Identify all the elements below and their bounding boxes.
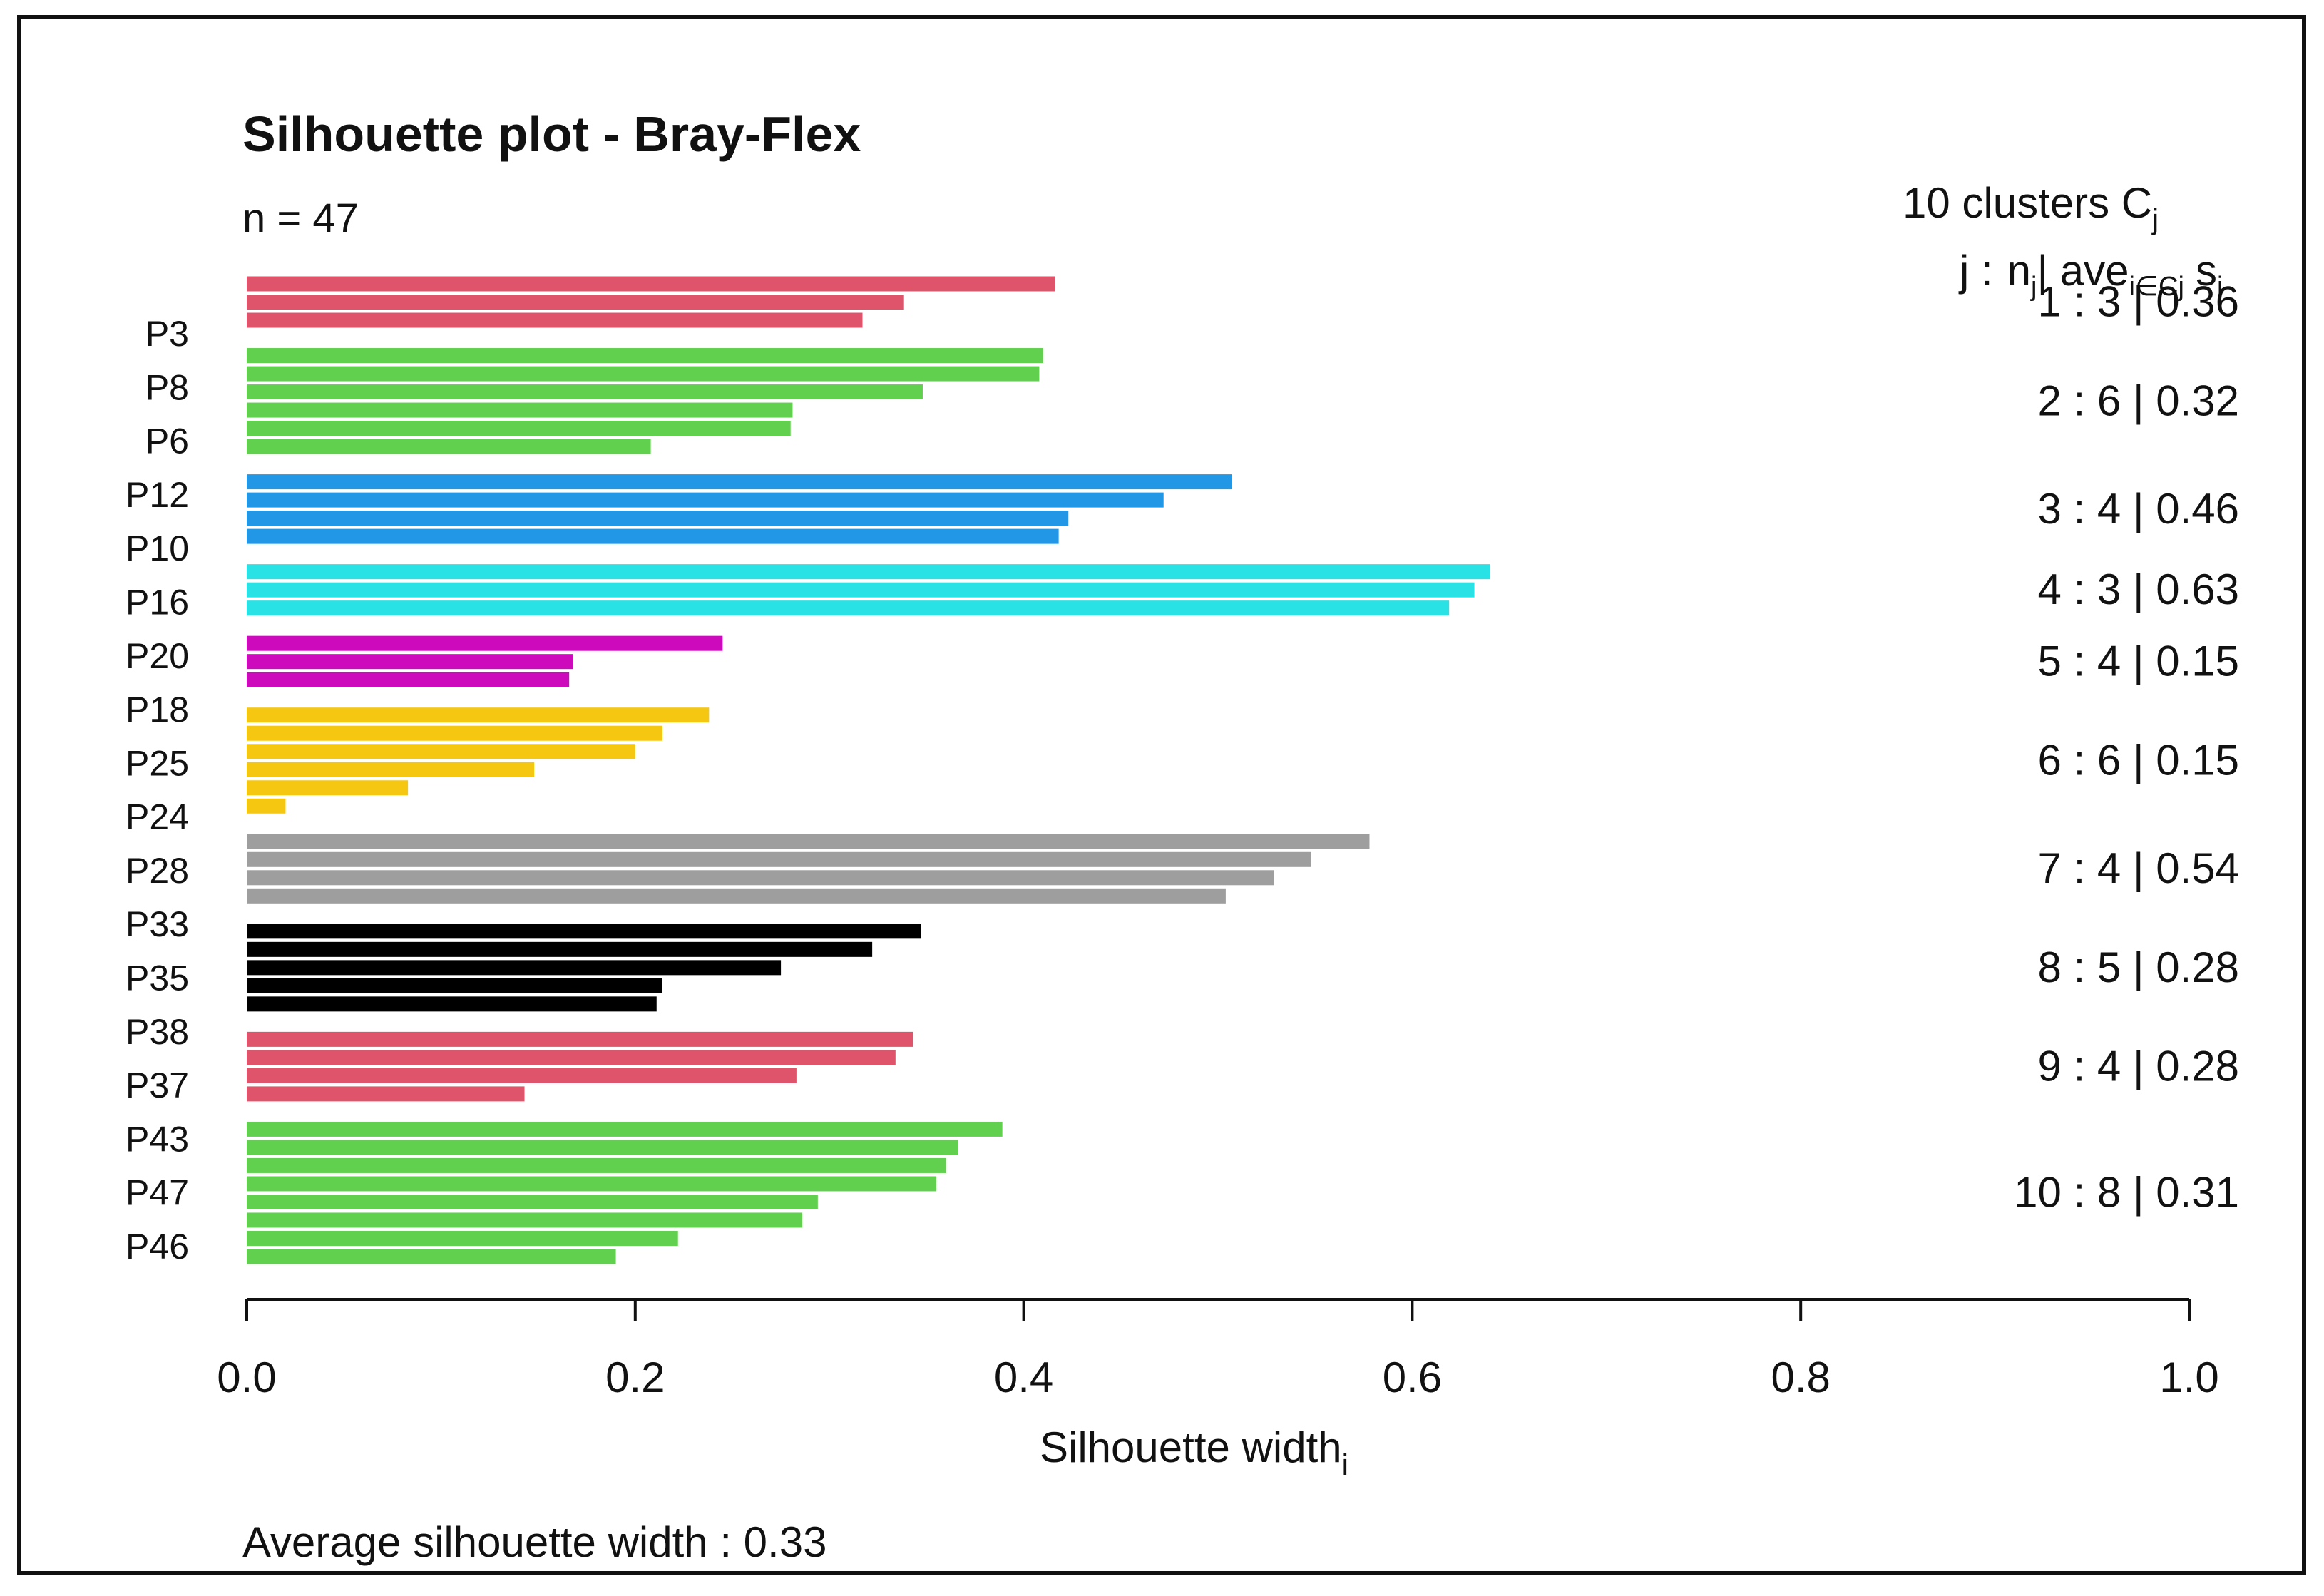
row-label: P33: [126, 904, 189, 944]
silhouette-bar-c6-2: [247, 725, 662, 741]
silhouette-bar-c10-8: [247, 1249, 616, 1264]
silhouette-bar-c6-4: [247, 762, 535, 777]
legend-title: 10 clusters Cj: [1903, 179, 2159, 235]
silhouette-bar-c5-3: [247, 672, 570, 687]
row-label: P43: [126, 1119, 189, 1159]
row-label: P6: [145, 421, 189, 461]
silhouette-bar-c8-3: [247, 960, 782, 976]
silhouette-bar-c8-2: [247, 941, 873, 957]
legend-header-nj-sub: j: [2030, 272, 2037, 302]
legend-entry-cluster-5: 5 : 4 | 0.15: [2038, 638, 2239, 685]
legend-entry-cluster-7: 7 : 4 | 0.54: [2038, 844, 2239, 892]
x-tick-label: 1.0: [2159, 1354, 2218, 1401]
row-label: P16: [126, 582, 189, 622]
chart-title: Silhouette plot - Bray-Flex: [242, 106, 861, 162]
silhouette-bar-c4-2: [247, 582, 1475, 598]
legend-header-si-sub: i: [2217, 272, 2223, 302]
n-count: n = 47: [242, 195, 359, 242]
silhouette-bar-c10-5: [247, 1194, 818, 1209]
legend-entry-cluster-10: 10 : 8 | 0.31: [2014, 1169, 2239, 1217]
silhouette-bar-c2-2: [247, 366, 1040, 382]
row-label: P35: [126, 958, 189, 998]
row-label: P25: [126, 743, 189, 783]
silhouette-bar-c8-4: [247, 978, 662, 993]
silhouette-bar-c4-3: [247, 600, 1450, 616]
row-label: P12: [126, 475, 189, 515]
silhouette-bar-c3-2: [247, 492, 1164, 508]
silhouette-bar-c9-1: [247, 1031, 913, 1047]
silhouette-bar-c8-5: [247, 996, 657, 1012]
silhouette-bar-c10-2: [247, 1140, 958, 1155]
silhouette-bar-c5-1: [247, 635, 723, 651]
silhouette-bar-c3-4: [247, 528, 1059, 544]
row-label: P24: [126, 797, 189, 837]
silhouette-bar-c7-2: [247, 851, 1311, 867]
silhouette-bar-c10-3: [247, 1157, 946, 1173]
silhouette-bar-c3-3: [247, 511, 1069, 526]
row-label: P10: [126, 528, 189, 568]
average-silhouette-width: Average silhouette width : 0.33: [242, 1518, 826, 1566]
silhouette-bar-c1-1: [247, 276, 1055, 292]
silhouette-bar-c3-1: [247, 474, 1232, 490]
legend-entry-cluster-9: 9 : 4 | 0.28: [2038, 1043, 2239, 1090]
x-tick-label: 0.0: [217, 1354, 276, 1401]
silhouette-bar-c5-2: [247, 654, 573, 670]
silhouette-bar-c7-1: [247, 834, 1370, 849]
silhouette-bar-c10-4: [247, 1176, 937, 1192]
row-label: P8: [145, 367, 189, 407]
x-axis: 0.0 0.2 0.4 0.6 0.8 1.0: [217, 1298, 2219, 1401]
legend-header-ave-sub: i∈Cj: [2129, 272, 2184, 302]
legend-entry-cluster-6: 6 : 6 | 0.15: [2038, 736, 2239, 784]
silhouette-bar-c2-4: [247, 402, 793, 418]
silhouette-bar-c9-3: [247, 1068, 797, 1083]
row-label: P37: [126, 1065, 189, 1105]
legend-entry-cluster-4: 4 : 3 | 0.63: [2038, 566, 2239, 613]
legend-title-sub: j: [2151, 204, 2159, 235]
silhouette-bar-c10-6: [247, 1212, 803, 1228]
silhouette-bar-c4-1: [247, 564, 1490, 580]
row-label: P20: [126, 636, 189, 676]
row-label: P18: [126, 690, 189, 730]
legend-entry-cluster-8: 8 : 5 | 0.28: [2038, 943, 2239, 991]
silhouette-bar-c2-6: [247, 439, 651, 454]
row-labels-layer: P3 P8 P6 P12 P10 P16 P20 P18 P25 P24 P28 P33 P35 P38 P…: [126, 314, 189, 1267]
cluster-legend: 10 clusters Cj j : nj| avei∈Cj si 1 : 3 | …: [1903, 179, 2239, 1217]
x-tick-label: 0.2: [605, 1354, 665, 1401]
x-axis-label: Silhouette widthi: [1040, 1423, 1348, 1481]
x-tick-label: 0.4: [994, 1354, 1053, 1401]
silhouette-bar-c8-1: [247, 924, 921, 939]
silhouette-bar-c9-2: [247, 1050, 896, 1065]
silhouette-bar-c6-1: [247, 707, 710, 723]
silhouette-bar-c6-5: [247, 780, 409, 796]
silhouette-bar-c6-6: [247, 798, 286, 814]
silhouette-bar-c9-4: [247, 1086, 525, 1102]
silhouette-bar-c10-7: [247, 1230, 678, 1246]
x-tick-label: 0.6: [1383, 1354, 1442, 1401]
x-axis-label-sub: i: [1342, 1448, 1348, 1481]
legend-header: j : nj| avei∈Cj si: [1958, 247, 2223, 302]
silhouette-bar-c7-3: [247, 870, 1274, 886]
silhouette-bar-c2-3: [247, 384, 923, 400]
row-label: P28: [126, 851, 189, 891]
silhouette-bar-c2-5: [247, 421, 791, 436]
legend-entry-cluster-1: 1 : 3 | 0.36: [2038, 278, 2239, 326]
row-label: P47: [126, 1173, 189, 1213]
silhouette-bar-c1-3: [247, 312, 863, 328]
legend-entry-cluster-2: 2 : 6 | 0.32: [2038, 377, 2239, 424]
row-label: P46: [126, 1227, 189, 1267]
bars-layer: [247, 276, 1490, 1264]
row-label: P3: [145, 314, 189, 354]
silhouette-bar-c7-4: [247, 888, 1226, 904]
silhouette-bar-c6-3: [247, 744, 635, 759]
x-tick-label: 0.8: [1771, 1354, 1830, 1401]
silhouette-bar-c1-2: [247, 295, 904, 310]
silhouette-bar-c2-1: [247, 348, 1043, 364]
row-label: P38: [126, 1012, 189, 1052]
silhouette-bar-c10-1: [247, 1121, 1003, 1137]
legend-entry-cluster-3: 3 : 4 | 0.46: [2038, 485, 2239, 533]
